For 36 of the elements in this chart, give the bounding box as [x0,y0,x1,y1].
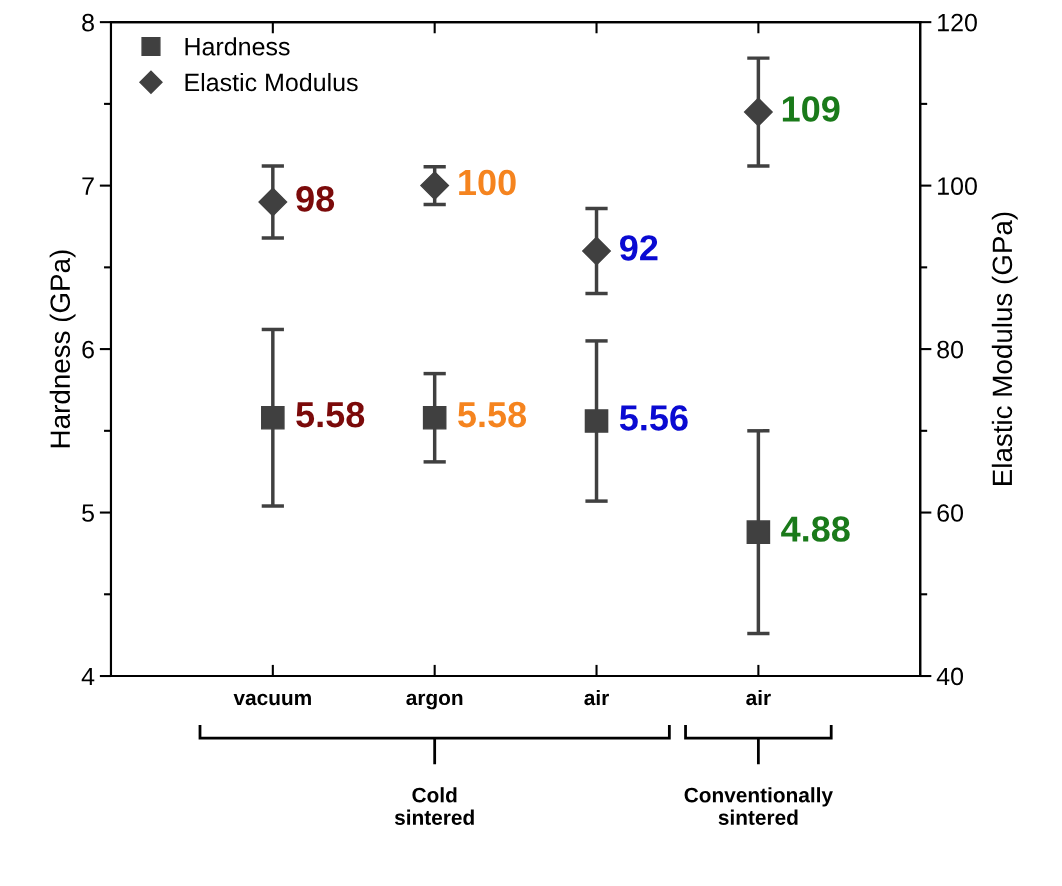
point [258,187,288,217]
x-tick-label: vacuum [233,693,311,706]
text: Conventionally sintered [684,787,833,825]
y2-tick-label: 80 [937,340,964,359]
y2-axis-title: Elastic Modulus (GPa) [991,212,1018,485]
y2-tick-label: 120 [938,13,977,32]
y-tick-label: 8 [82,13,94,32]
data-label: 5.58 [458,401,527,428]
data-label: 4.88 [781,516,850,542]
point [743,97,773,127]
data-label: 98 [296,186,335,212]
y2-tick-label: 60 [937,504,964,522]
point [422,405,447,430]
data-label: 92 [620,235,658,261]
text: Cold sintered [394,787,474,825]
y-tick-label: 5 [82,504,94,522]
point [746,520,771,544]
y-tick-label: 7 [82,177,94,195]
legend-label: Elastic Modulus [185,72,358,92]
legend-label: Hardness [185,37,290,56]
y2-tick-label: 100 [938,177,977,195]
y2-tick-label: 40 [936,667,964,686]
data-label: 5.56 [619,405,688,431]
y-tick-label: 6 [82,340,94,359]
point [420,171,450,201]
data-label: 5.58 [296,401,365,428]
x-tick-label: argon [406,693,463,710]
data-label: 100 [459,169,516,196]
data-label: 109 [782,96,840,122]
y-axis-title: Hardness (GPa) [49,250,76,448]
point [584,409,609,433]
x-tick-label: air [746,689,771,706]
point [261,405,285,430]
point [582,236,611,266]
y-tick-label: 4 [81,667,95,686]
x-tick-label: air [584,689,609,706]
